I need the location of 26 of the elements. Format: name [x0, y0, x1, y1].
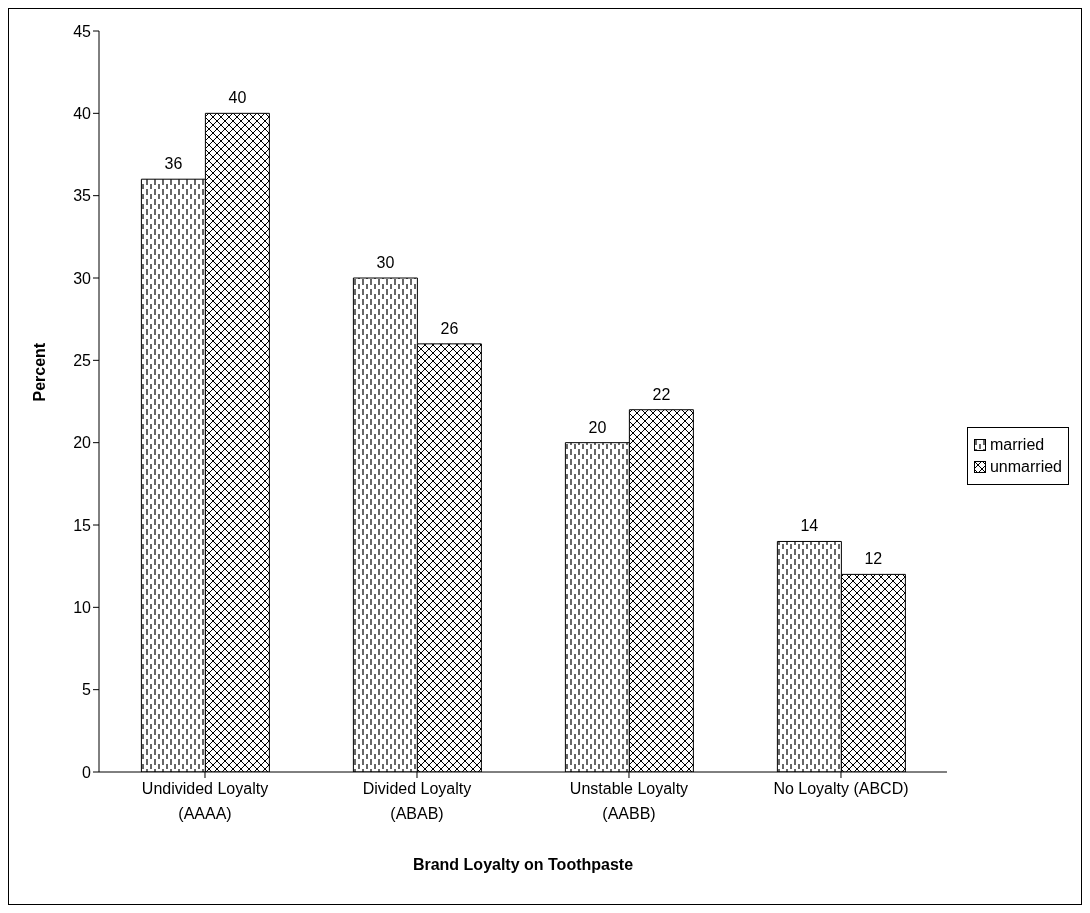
- y-tick-label: 10: [73, 599, 92, 617]
- y-tick-label: 45: [73, 22, 92, 40]
- data-label: 12: [864, 550, 883, 568]
- data-label: 20: [588, 418, 607, 436]
- data-label: 40: [228, 89, 247, 107]
- legend-label: married: [989, 435, 1045, 454]
- data-label: 22: [652, 385, 671, 403]
- x-axis-title: Brand Loyalty on Toothpaste: [412, 856, 634, 873]
- data-label: 30: [376, 254, 395, 271]
- data-label: 36: [164, 155, 183, 173]
- y-tick-label: 30: [73, 269, 92, 287]
- y-tick-label: 40: [73, 105, 92, 123]
- x-tick-label: Unstable Loyalty (AABB): [569, 780, 689, 822]
- y-axis-title: Percent: [30, 342, 48, 402]
- y-tick-label: 20: [73, 434, 92, 452]
- data-label: 26: [440, 319, 459, 337]
- x-tick-label: Divided Loyalty (ABAB): [362, 780, 472, 822]
- x-tick-label: No Loyalty (ABCD): [773, 780, 909, 797]
- y-tick-label: 35: [73, 187, 92, 205]
- y-tick-label: 5: [82, 681, 92, 699]
- x-tick-label: Undivided Loyalty (AAAA): [141, 780, 269, 822]
- y-tick-label: 0: [82, 763, 92, 781]
- y-tick-label: 15: [73, 516, 92, 534]
- data-label: 14: [800, 517, 819, 535]
- legend-label: unmarried: [989, 457, 1062, 476]
- y-tick-label: 25: [73, 352, 92, 370]
